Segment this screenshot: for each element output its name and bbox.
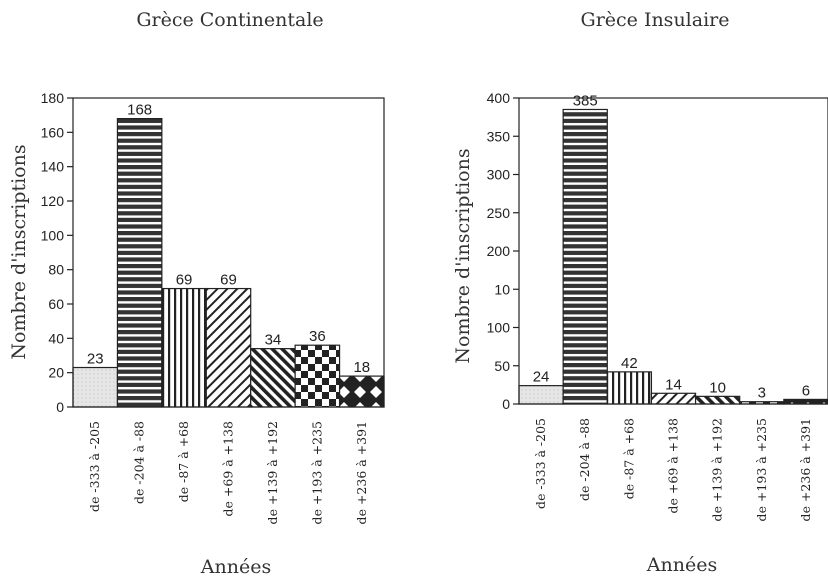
y-axis-label: Nombre d'inscriptions	[8, 144, 30, 359]
data-label: 18	[353, 359, 370, 376]
y-tick-label: 100	[487, 320, 511, 336]
y-tick-label: 0	[502, 396, 510, 412]
y-tick-label: 0	[56, 399, 64, 415]
bar	[250, 348, 296, 408]
y-tick-label: 100	[41, 227, 65, 243]
data-label: 69	[176, 272, 193, 289]
bar	[562, 108, 608, 405]
category-label: de -204 à -88	[577, 418, 592, 501]
category-label: de -333 à -205	[533, 418, 548, 509]
data-label: 23	[87, 351, 104, 368]
bar	[161, 287, 207, 408]
y-axis-label: Nombre d'inscriptions	[452, 148, 474, 363]
y-tick-label: 350	[487, 128, 511, 144]
data-label: 36	[309, 328, 326, 345]
bar	[205, 287, 252, 408]
category-label: de +193 à +235	[754, 418, 769, 521]
data-label: 10	[709, 379, 726, 396]
y-tick-label: 40	[48, 330, 64, 346]
plot-frame	[72, 97, 385, 408]
data-label: 14	[665, 376, 682, 393]
bar	[338, 375, 385, 408]
chart-title: Grèce Insulaire	[581, 9, 730, 31]
category-label: de +69 à +138	[221, 421, 236, 517]
y-tick-label: 200	[487, 243, 511, 259]
y-tick-label: 140	[41, 159, 65, 175]
data-label: 3	[758, 385, 766, 402]
bar	[294, 344, 341, 408]
category-label: de +139 à +192	[710, 418, 725, 521]
bar	[694, 395, 741, 405]
chart-grece-continentale: Grèce Continentale Nombre d'inscriptions…	[8, 9, 385, 578]
x-axis-label: Années	[646, 554, 717, 576]
category-label: de +193 à +235	[309, 421, 324, 524]
bar	[783, 398, 828, 405]
y-tick-label: 160	[41, 124, 65, 140]
data-label: 24	[533, 369, 550, 386]
data-label: 42	[621, 355, 638, 372]
plot-frame	[518, 97, 828, 405]
category-label: de +236 à +391	[798, 418, 813, 521]
y-tick-label: 120	[41, 193, 65, 209]
bar	[606, 371, 653, 405]
x-axis-label: Années	[200, 556, 271, 578]
category-label: de -87 à +68	[176, 421, 191, 502]
y-tick-label: 250	[487, 205, 511, 221]
y-tick-label: 50	[494, 358, 510, 374]
bar	[72, 366, 119, 408]
y-tick-label: 60	[48, 296, 64, 312]
data-label: 385	[573, 92, 598, 109]
category-label: de -87 à +68	[621, 418, 636, 499]
bar	[650, 392, 697, 405]
y-tick-label: 80	[48, 262, 64, 278]
y-tick-label: 400	[487, 90, 511, 106]
y-tick-label: 300	[487, 167, 511, 183]
category-label: de +236 à +391	[354, 421, 369, 524]
y-tick-label: 20	[48, 365, 64, 381]
bar	[518, 385, 564, 405]
chart-title: Grèce Continentale	[136, 9, 323, 31]
data-label: 34	[265, 332, 282, 349]
category-label: de -333 à -205	[87, 421, 102, 512]
chart-grece-insulaire: Grèce Insulaire Nombre d'inscriptions An…	[452, 9, 828, 576]
category-label: de +69 à +138	[666, 418, 681, 514]
data-label: 69	[220, 272, 237, 289]
y-tick-label: 180	[41, 90, 65, 106]
category-label: de +139 à +192	[265, 421, 280, 524]
bar	[116, 117, 163, 408]
data-label: 168	[127, 102, 152, 119]
category-label: de -204 à -88	[132, 421, 147, 504]
y-tick-label: 10	[494, 281, 510, 297]
data-label: 6	[802, 382, 810, 399]
